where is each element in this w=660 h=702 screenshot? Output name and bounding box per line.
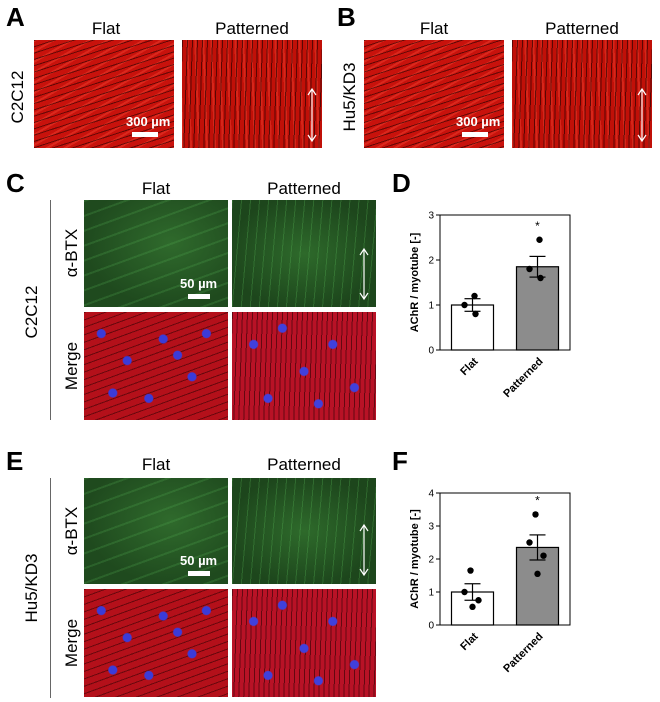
panel-b-col-patterned: Patterned: [545, 19, 619, 38]
panel-e-patterned-btx-image: [232, 478, 376, 584]
panel-c-flat-btx-image: 50 µm: [84, 200, 228, 307]
data-point: [532, 511, 539, 518]
panel-label-e: E: [6, 446, 24, 476]
panel-label-b: B: [337, 2, 356, 32]
panel-c-stain-top: α-BTX: [62, 228, 81, 278]
y-tick-label: 0: [428, 621, 434, 632]
panel-c-divider: [50, 200, 51, 420]
data-point: [469, 603, 476, 611]
data-point: [537, 274, 544, 282]
panel-c-flat-merge-image: [84, 312, 228, 420]
panel-e-row-label: Hu5/KD3: [22, 553, 41, 623]
panel-label-a: A: [6, 2, 25, 32]
panel-e-col-patterned: Patterned: [267, 455, 341, 474]
data-point: [471, 292, 478, 300]
panel-e-flat-btx-image: 50 µm: [84, 478, 228, 584]
panel-c-col-patterned: Patterned: [267, 179, 341, 198]
data-point: [534, 570, 541, 578]
x-tick-label: Flat: [458, 355, 481, 378]
panel-c-col-flat: Flat: [141, 179, 171, 198]
x-tick-label: Patterned: [501, 356, 545, 400]
scale-bar: [132, 132, 158, 137]
significance-marker: *: [535, 219, 540, 233]
data-point: [540, 552, 547, 559]
plot-frame: [439, 214, 571, 351]
data-point: [472, 310, 479, 318]
panel-e-col-flat: Flat: [141, 455, 171, 474]
y-tick-label: 1: [428, 588, 434, 599]
bar-flat: [450, 304, 495, 351]
data-point: [461, 588, 468, 596]
scale-bar-label: 300 µm: [126, 114, 171, 129]
panel-e-flat-merge-image: [84, 589, 228, 697]
scale-bar: [188, 571, 210, 576]
scale-bar: [462, 132, 488, 137]
scale-bar-label: 300 µm: [456, 114, 501, 129]
y-tick-label: 1: [428, 301, 434, 312]
pattern-direction-arrow-icon: [359, 247, 369, 301]
panel-d-bar-chart: 0 1 2 3 AChR / myotube [-] Flat * Patterned: [409, 211, 571, 400]
data-point: [536, 236, 543, 243]
panel-b-row-label: Hu5/KD3: [340, 62, 359, 132]
y-tick-label: 3: [428, 211, 434, 222]
y-tick-label: 2: [428, 555, 434, 566]
panel-a-col-patterned: Patterned: [215, 19, 289, 38]
panel-e-divider: [50, 478, 51, 698]
x-tick-label: Patterned: [501, 631, 545, 675]
panel-a-col-flat: Flat: [91, 19, 121, 38]
y-tick-label: 4: [428, 489, 434, 500]
panel-b-col-flat: Flat: [419, 19, 449, 38]
panel-e-stain-bottom: Merge: [62, 618, 81, 668]
bar-patterned: [515, 266, 560, 351]
x-tick-label: Flat: [458, 630, 481, 653]
panel-b-flat-image: 300 µm: [364, 40, 504, 148]
panel-a-patterned-image: [182, 40, 322, 148]
panel-e-patterned-merge-image: [232, 589, 376, 697]
data-point: [526, 539, 533, 546]
panel-c-patterned-merge-image: [232, 312, 376, 420]
y-tick-label: 3: [428, 522, 434, 533]
y-axis-label: AChR / myotube [-]: [409, 509, 421, 609]
panel-label-d: D: [392, 168, 411, 198]
scale-bar: [188, 294, 210, 299]
pattern-direction-arrow-icon: [307, 87, 317, 143]
data-point: [475, 597, 482, 604]
panel-label-f: F: [392, 446, 408, 476]
panel-c-stain-bottom: Merge: [62, 341, 81, 391]
panel-a-flat-image: 300 µm: [34, 40, 174, 148]
y-axis-label: AChR / myotube [-]: [409, 232, 421, 332]
panel-c-patterned-btx-image: [232, 200, 376, 307]
data-point: [526, 265, 533, 273]
panel-e-stain-top: α-BTX: [62, 506, 81, 556]
scale-bar-label: 50 µm: [180, 553, 218, 568]
pattern-direction-arrow-icon: [359, 523, 369, 577]
pattern-direction-arrow-icon: [637, 87, 647, 143]
significance-marker: *: [535, 493, 540, 507]
y-tick-label: 0: [428, 346, 434, 357]
panel-label-c: C: [6, 168, 25, 198]
y-tick-label: 2: [428, 256, 434, 267]
panel-a-row-label: C2C12: [8, 70, 27, 124]
data-point: [461, 301, 468, 309]
data-point: [467, 567, 474, 574]
panel-c-row-label: C2C12: [22, 285, 41, 339]
scale-bar-label: 50 µm: [180, 276, 218, 291]
panel-b-patterned-image: [512, 40, 652, 148]
panel-f-bar-chart: 0 1 2 3 4 AChR / myotube [-] Flat * Patterned: [409, 489, 571, 675]
